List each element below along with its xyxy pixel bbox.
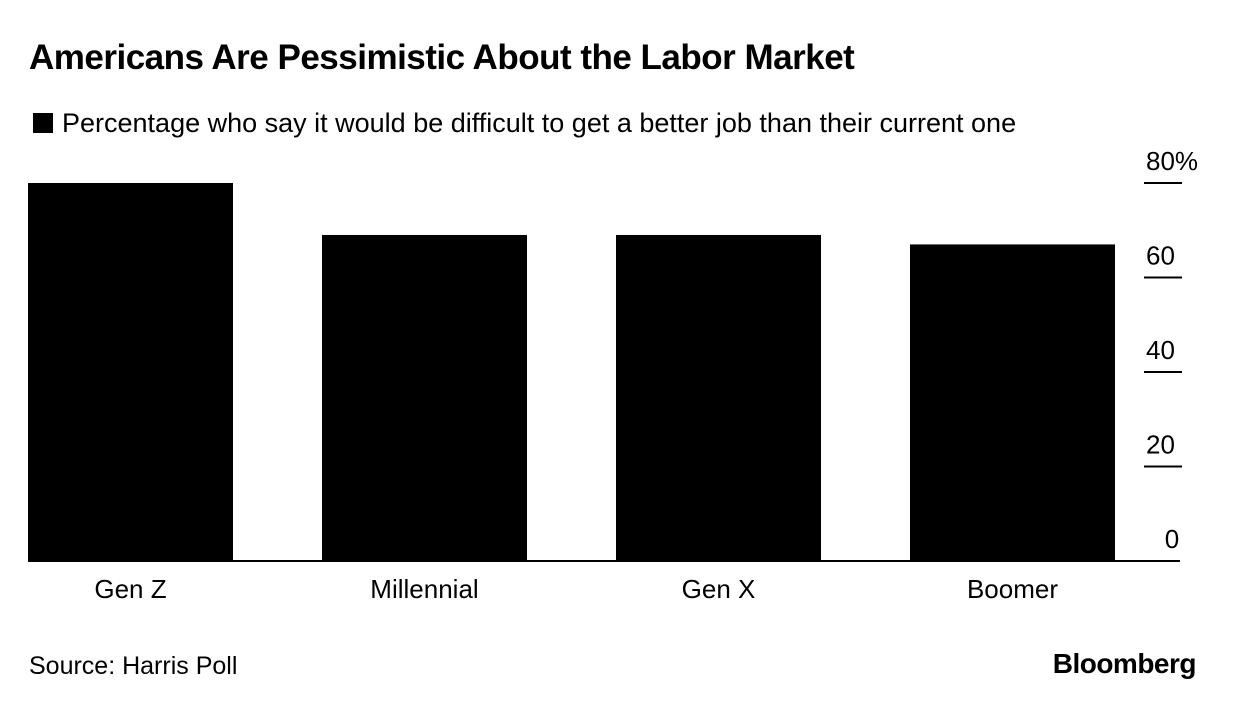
brand-logo: Bloomberg bbox=[1052, 648, 1197, 679]
y-tick-label: 80% bbox=[1146, 146, 1198, 176]
y-tick-label: 40 bbox=[1146, 335, 1175, 365]
legend-swatch bbox=[33, 113, 53, 133]
legend-label: Percentage who say it would be difficult… bbox=[62, 107, 1017, 138]
bar-gen-z bbox=[28, 183, 233, 561]
y-tick-label: 60 bbox=[1146, 241, 1175, 271]
x-tick-label: Boomer bbox=[967, 574, 1058, 604]
x-tick-label: Gen Z bbox=[94, 574, 166, 604]
y-axis: 0 20 40 60 80% bbox=[1144, 146, 1198, 554]
legend: Percentage who say it would be difficult… bbox=[33, 106, 1016, 140]
chart-title: Americans Are Pessimistic About the Labo… bbox=[29, 38, 855, 77]
x-axis-labels: Gen Z Millennial Gen X Boomer bbox=[94, 574, 1058, 604]
bar-boomer bbox=[910, 244, 1115, 562]
bars bbox=[28, 183, 1115, 562]
bar-gen-x bbox=[616, 234, 821, 561]
source-note: Source: Harris Poll bbox=[29, 652, 238, 680]
y-tick-label: 0 bbox=[1165, 524, 1179, 554]
x-tick-label: Gen X bbox=[682, 574, 756, 604]
y-tick-label: 20 bbox=[1146, 430, 1175, 460]
x-tick-label: Millennial bbox=[370, 574, 478, 604]
bar-millennial bbox=[322, 234, 527, 561]
